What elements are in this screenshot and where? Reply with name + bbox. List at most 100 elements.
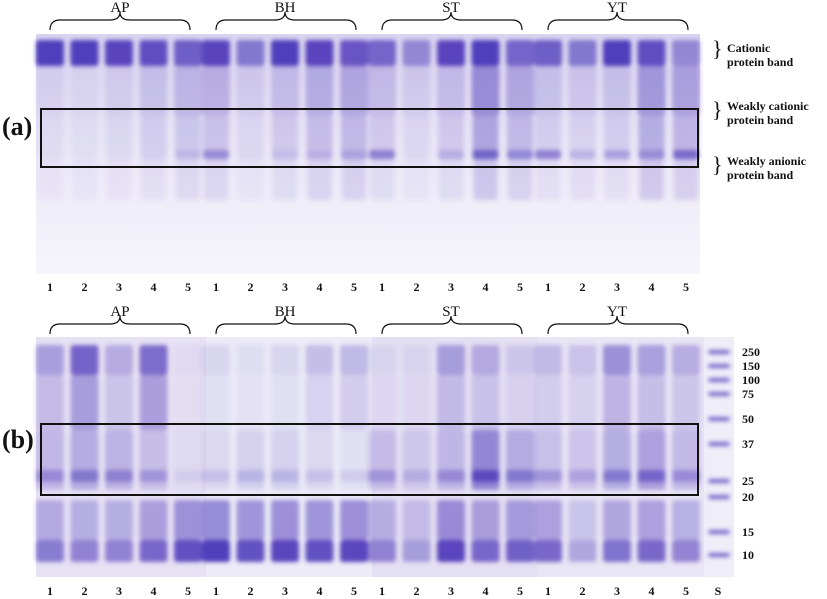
high-mw-band [368, 345, 396, 375]
lane-number-label: 3 [614, 584, 620, 598]
mid-mw-band [402, 470, 431, 482]
group-label-bh-b: BH [274, 304, 296, 320]
smear [437, 375, 465, 430]
lane-number-label: 5 [517, 584, 523, 598]
smear [70, 66, 99, 116]
high-mw-band [506, 345, 534, 375]
mid-mw-band [36, 470, 64, 482]
lane-number-label: 5 [185, 280, 191, 294]
low-mw-band [70, 540, 99, 562]
smear [368, 66, 396, 116]
low-mw-smear [202, 500, 230, 540]
low-mw-smear [340, 500, 368, 540]
lane-number-label: 5 [517, 280, 523, 294]
low-mw-smear [402, 500, 431, 540]
weakly-anionic-band [306, 150, 333, 159]
weakly-anionic-band [369, 150, 395, 159]
annotation-weakly-cationic: Weakly cationic protein band [727, 99, 809, 127]
weakly-cationic-region [403, 116, 430, 160]
weakly-cationic-region [272, 116, 298, 160]
weakly-cationic-region [203, 116, 229, 160]
smear [402, 66, 431, 116]
smear [672, 66, 700, 116]
annotation-cationic-line1: Cationic [727, 41, 771, 55]
cationic-band [637, 40, 666, 66]
mw-marker-label: 150 [742, 359, 760, 373]
braces-b [49, 315, 689, 335]
smear [271, 375, 299, 430]
lane-number-label: 5 [683, 280, 689, 294]
smear [402, 375, 431, 430]
mw-marker-label: 10 [742, 548, 754, 562]
panel-a-label: (a) [2, 112, 33, 141]
marker-band [708, 417, 730, 421]
smear [105, 66, 133, 116]
smear [506, 375, 534, 430]
low-mw-band [174, 540, 202, 562]
smear-low [370, 160, 394, 200]
weakly-cationic-region [71, 116, 98, 160]
weakly-cationic-region [140, 116, 167, 160]
smear-low [639, 160, 664, 200]
lane-number-label: 4 [648, 584, 655, 598]
group-label-st-b: ST [442, 304, 460, 320]
gel-b-marker-lane [704, 337, 734, 577]
weakly-anionic-band [673, 150, 699, 159]
smear-low [473, 160, 498, 200]
lane-number-label: 5 [351, 280, 357, 294]
smear-low [508, 160, 532, 200]
low-mw-smear [70, 500, 99, 540]
weakly-anionic-band [341, 150, 367, 159]
smear [305, 66, 334, 116]
group-label-ap-b: AP [110, 304, 130, 320]
weakly-anionic-band [203, 150, 229, 159]
low-mw-smear [568, 500, 597, 540]
mw-marker-label: 37 [742, 437, 754, 451]
smear [506, 66, 534, 116]
smear [105, 375, 133, 430]
low-mw-band [340, 540, 368, 562]
weakly-cationic-region [472, 116, 499, 160]
weakly-anionic-band [438, 150, 464, 159]
weakly-cationic-region [306, 116, 333, 160]
cationic-band [139, 40, 168, 66]
smear [534, 66, 562, 116]
highlight-box-b [40, 423, 699, 496]
marker-band [708, 378, 730, 382]
smear [36, 66, 64, 116]
mw-marker-label: 250 [742, 345, 760, 359]
smear [202, 66, 230, 116]
high-mw-band [139, 345, 168, 375]
smear [174, 66, 202, 116]
smear [139, 66, 168, 116]
cationic-band [568, 40, 597, 66]
smear [568, 375, 597, 430]
low-mw-band [437, 540, 465, 562]
marker-band [708, 530, 730, 534]
lane-number-label: 3 [282, 280, 288, 294]
lane-number-label: 4 [316, 280, 323, 294]
lane-number-label: 2 [413, 584, 420, 598]
annotation-weakly-cationic-line1: Weakly cationic [727, 99, 809, 113]
mid-mw-band [603, 470, 631, 482]
lane-number-label: 1 [47, 280, 53, 294]
mid-mw-band [139, 470, 168, 482]
lane-number-label: 1 [545, 584, 551, 598]
highlight-box-a [40, 108, 699, 168]
weakly-cationic-region [37, 116, 63, 160]
high-mw-band [70, 345, 99, 375]
mid-mw-band [271, 470, 299, 482]
weakly-cationic-region [673, 116, 699, 160]
marker-band [708, 442, 730, 446]
group-label-st-a: ST [442, 0, 460, 16]
lane-number-label: 4 [150, 584, 157, 598]
mid-mw-band [340, 470, 368, 482]
weakly-cationic-region [341, 116, 367, 160]
annotation-cationic-line2: protein band [727, 55, 794, 69]
low-mw-band [36, 540, 64, 562]
high-mw-band [174, 345, 202, 375]
low-mw-smear [637, 500, 666, 540]
smear [271, 66, 299, 116]
smear-low [342, 160, 366, 200]
